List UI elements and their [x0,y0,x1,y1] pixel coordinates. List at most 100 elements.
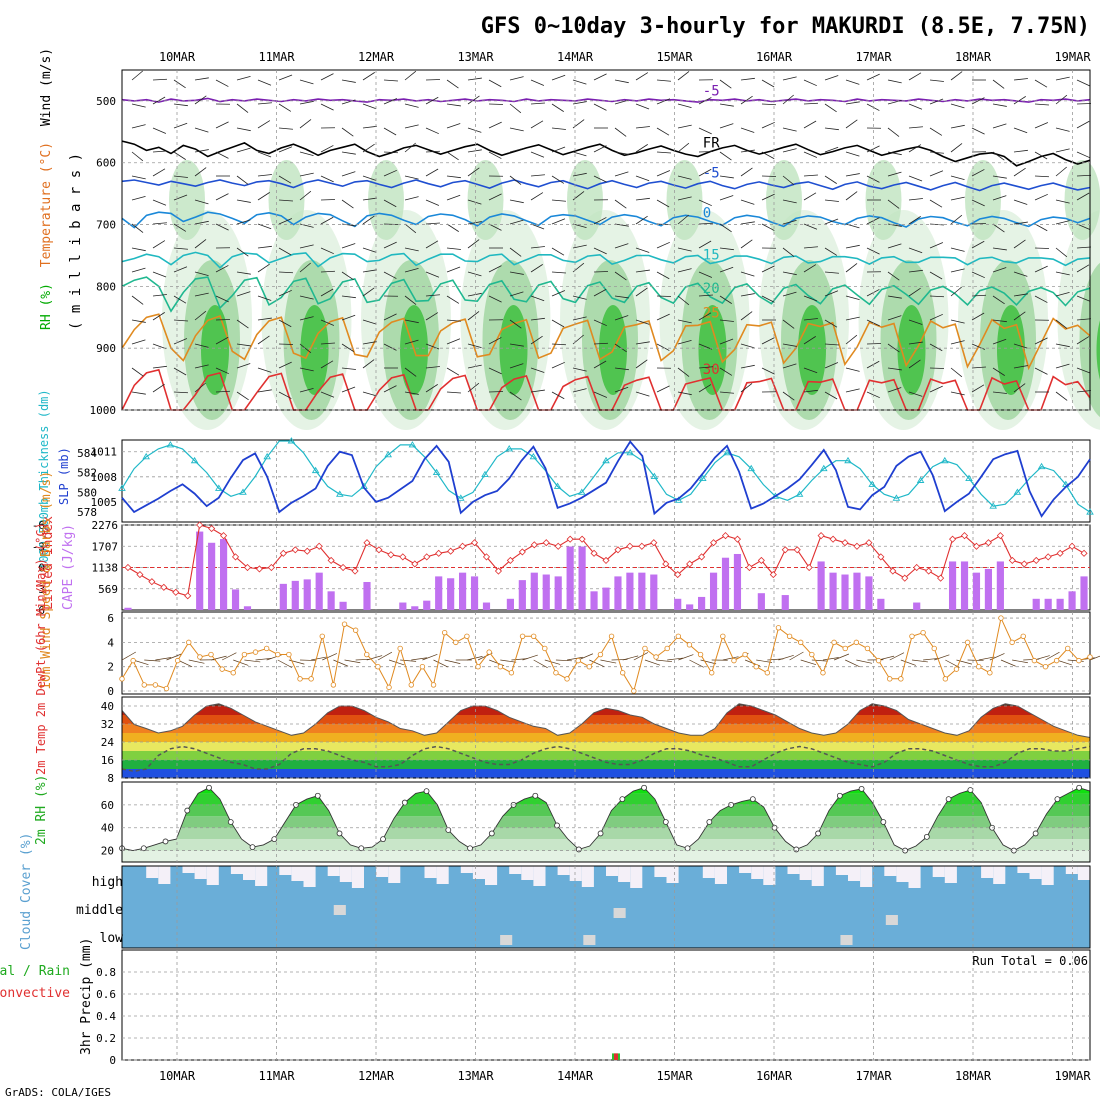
wind-barb [761,103,777,106]
wind-barb [341,243,356,249]
wind-barb [614,386,629,393]
rh-point [227,819,234,825]
wind-barb [719,295,732,304]
wind-barb [722,656,739,661]
wind-barb [1055,199,1070,204]
wind-point [686,642,693,648]
wind-point [352,627,359,633]
wind-barb [509,391,522,401]
wind-barb [530,174,545,177]
rh-point [423,788,430,795]
precip-panel: 0 0.2 0.4 0.6 0.8 [96,949,1091,1067]
slp-line [121,440,1091,518]
wind-barb [782,391,795,401]
thickness-tick-label: 578 [77,506,97,519]
cape-tick-label: 2276 [92,519,119,532]
wind-barb [971,127,985,135]
li-point [459,542,467,550]
wind-barb [824,146,839,153]
wind-barb [889,652,905,661]
wind-barb [446,194,461,201]
wind-barb [811,659,828,662]
wind-barb [698,240,712,249]
wind-barb [320,247,334,255]
wind-barb [900,659,917,666]
wind-barb [1076,390,1091,393]
wind-barb [887,79,902,84]
wind-barb [887,151,902,156]
wind-point [631,688,637,694]
cloud-gap [581,866,594,887]
rh-point [967,787,974,793]
thickness-point [747,464,755,472]
wind-barb [1013,221,1028,225]
cloud-gap [835,866,848,875]
wind-barb [152,168,166,177]
wind-point [130,657,136,664]
wind-barb [215,223,229,231]
wind-barb [299,387,314,393]
wind-barb [362,287,375,297]
li-point [303,547,311,555]
wind-barb [950,103,965,109]
wind-barb [215,336,229,345]
wind-point [909,633,915,640]
thickness-point [166,441,175,448]
wind-barb [341,314,356,321]
cloud-gap [146,866,159,878]
wind-barb [950,391,965,396]
wind-barb [1045,651,1060,661]
li-point [160,583,168,591]
cloud-gap [1041,866,1054,885]
wind-barb [656,313,670,321]
wind-barb [971,240,985,249]
wind-barb [677,103,692,109]
wind-barb [257,174,272,177]
wind-barb [509,363,524,369]
pressure-tick-label: 500 [96,95,116,108]
wind-barb [992,338,1007,345]
li-point [614,546,622,554]
cape-bar [482,602,491,610]
cape-bar [578,546,586,610]
cape-bar [948,561,957,610]
wind-barb [215,390,231,393]
wind-barb [173,122,188,129]
wind-barb [488,265,502,273]
wind-barb [131,391,146,395]
wind-point [508,670,515,676]
cape-bar [733,553,742,610]
cloud-gap [654,866,667,877]
wind-barb [173,319,188,322]
li-point [423,553,431,561]
wind-barb [509,291,524,297]
wind-barb [824,75,839,81]
temp-contour-line [121,276,1091,313]
wind-barb [530,102,545,105]
wind-barb [488,367,502,375]
temp-contour-label: 25 [703,306,720,322]
wind-barb [551,391,565,400]
wind-point [920,629,926,636]
wind-barb [635,197,650,201]
wind-barb [404,196,419,201]
cloud-gap [230,866,243,874]
precip-tick-label: 0.2 [96,1032,116,1045]
wind-barb [1034,79,1048,88]
wind-point [330,682,337,688]
wind-barb [878,655,895,661]
wind-barb [131,367,144,377]
wind-barb [121,651,137,661]
wind-barb [383,241,397,249]
wind-point [1031,657,1038,664]
wind-barb [257,317,272,321]
temp-contour-label: 15 [703,247,720,263]
li-point [470,539,479,547]
cloud-gap [799,866,812,880]
wind-barb [614,295,629,299]
wind-barb [277,659,293,668]
wind-barb [425,366,440,369]
wind-point [441,629,448,636]
thickness-point [699,474,707,481]
wind-barb [1013,149,1028,153]
